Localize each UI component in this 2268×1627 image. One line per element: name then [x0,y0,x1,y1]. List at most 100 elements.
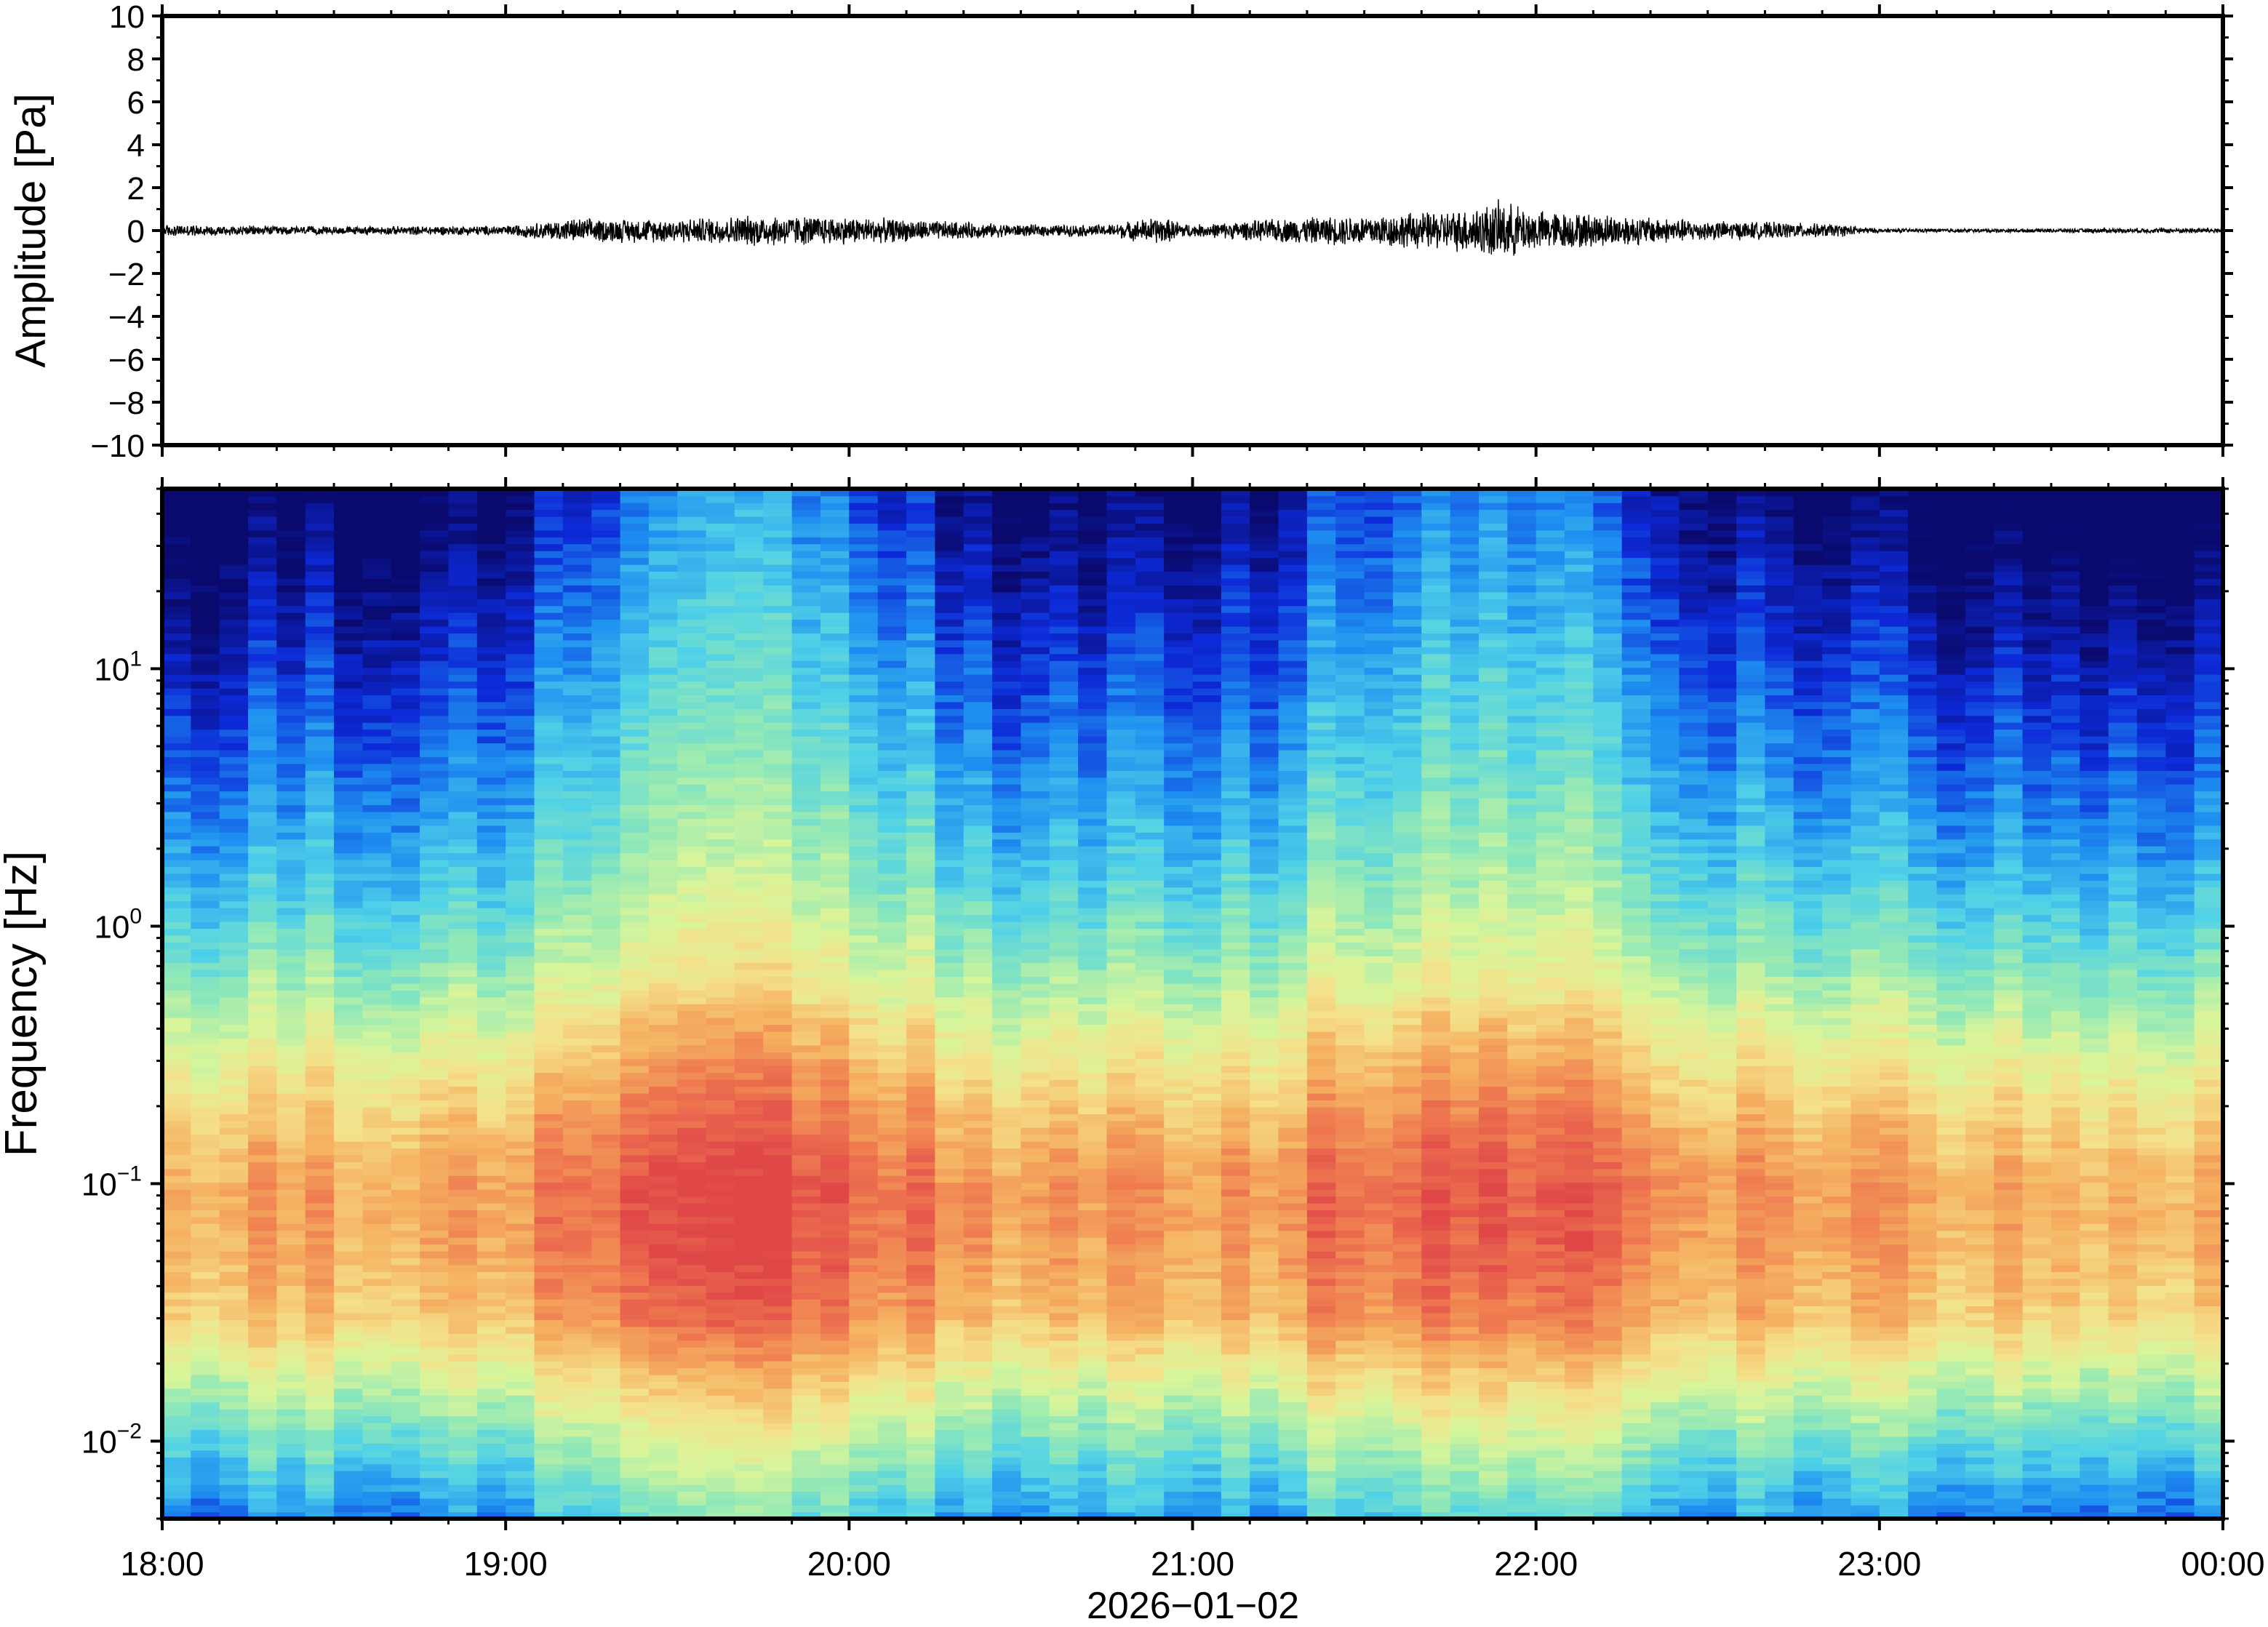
spectrogram-cell [162,1312,192,1321]
spectrogram-cell [648,1140,679,1149]
spectrogram-cell [1021,1086,1050,1094]
spectrogram-cell [506,495,535,503]
spectrogram-cell [534,1024,564,1032]
spectrogram-cell [849,797,879,806]
spectrogram-cell [162,763,192,771]
spectrogram-cell [219,1347,249,1355]
spectrogram-cell [935,1463,965,1471]
spectrogram-cell [476,935,506,943]
spectrogram-cell [677,653,707,661]
spectrogram-cell [706,797,735,806]
spectrogram-cell [1049,1408,1079,1417]
spectrogram-cell [849,1354,879,1362]
spectrogram-cell [591,1292,621,1300]
spectrogram-cell [305,804,335,812]
spectrogram-cell [534,783,564,792]
spectrogram-cell [620,1065,650,1074]
spectrogram-cell [1049,529,1079,537]
spectrogram-cell [191,1058,220,1066]
spectrogram-cell [391,928,420,936]
spectrogram-cell [1021,1450,1050,1458]
spectrogram-cell [935,948,965,956]
spectrogram-cell [620,681,650,689]
spectrogram-cell [963,1175,993,1183]
spectrogram-cell [191,1415,220,1423]
spectrogram-cell [877,1436,907,1444]
spectrogram-cell [248,893,278,902]
spectrogram-cell [906,667,936,675]
spectrogram-cell [448,955,478,964]
spectrogram-cell [562,942,593,950]
spectrogram-cell [162,1210,192,1218]
spectrogram-cell [620,1354,650,1362]
spectrogram-cell [963,914,993,922]
spectrogram-cell [734,1395,764,1403]
spectrogram-cell [391,1188,420,1197]
spectrogram-cell [648,647,679,655]
spectrogram-cell [1078,509,1108,517]
spectrogram-cell [620,1443,650,1451]
spectrogram-cell [820,1306,850,1314]
spectrogram-cell [1021,625,1050,634]
spectrogram-cell [191,495,220,503]
spectrogram-cell [391,1079,420,1087]
spectrogram-cell [1078,1079,1108,1087]
spectrogram-cell [791,1511,821,1519]
spectrogram-cell [1021,1457,1050,1465]
spectrogram-cell [963,1463,993,1471]
spectrogram-cell [706,543,735,551]
spectrogram-cell [963,1127,993,1135]
spectrogram-cell [648,612,679,620]
spectrogram-cell [935,818,965,826]
spectrogram-cell [1078,866,1108,874]
spectrogram-cell [820,577,850,585]
spectrogram-cell [706,1182,735,1190]
spectrogram-cell [534,1347,564,1355]
spectrogram-cell [1078,1250,1108,1259]
spectrogram-cell [276,502,306,511]
spectrogram-cell [506,948,535,956]
spectrogram-cell [820,1491,850,1499]
spectrogram-cell [219,543,249,551]
spectrogram-cell [706,893,735,902]
spectrogram-cell [276,1250,306,1259]
spectrogram-cell [305,1244,335,1252]
spectrogram-cell [162,1236,192,1245]
spectrogram-cell [305,900,335,908]
spectrogram-cell [677,1360,707,1369]
spectrogram-cell [1078,1202,1108,1210]
spectrogram-cell [591,935,621,943]
spectrogram-cell [476,1422,506,1431]
spectrogram-cell [248,1127,278,1135]
spectrogram-cell [506,1216,535,1224]
spectrogram-cell [620,708,650,716]
spectrogram-cell [448,1491,478,1499]
spectrogram-cell [305,543,335,551]
spectrogram-cell [362,990,392,998]
spectrogram-cell [1021,756,1050,764]
spectrogram-cell [191,660,220,668]
spectrogram-cell [963,571,993,579]
spectrogram-cell [276,599,306,607]
spectrogram-cell [648,1422,679,1431]
spectrogram-cell [763,1484,793,1492]
spectrogram-cell [534,756,564,764]
spectrogram-cell [648,721,679,730]
spectrogram-cell [763,990,793,998]
spectrogram-cell [476,1264,506,1272]
spectrogram-cell [191,935,220,943]
spectrogram-cell [362,1010,392,1018]
spectrogram-cell [992,1175,1022,1183]
spectrogram-cell [935,1367,965,1375]
spectrogram-cell [820,1285,850,1293]
spectrogram-cell [677,1484,707,1492]
spectrogram-cell [877,1395,907,1403]
spectrogram-cell [1078,839,1108,847]
spectrogram-cell [648,1347,679,1355]
spectrogram-cell [677,577,707,585]
spectrogram-cell [534,921,564,929]
spectrogram-cell [849,1292,879,1300]
spectrogram-cell [963,1017,993,1026]
spectrogram-cell [219,1044,249,1052]
spectrogram-cell [534,777,564,785]
